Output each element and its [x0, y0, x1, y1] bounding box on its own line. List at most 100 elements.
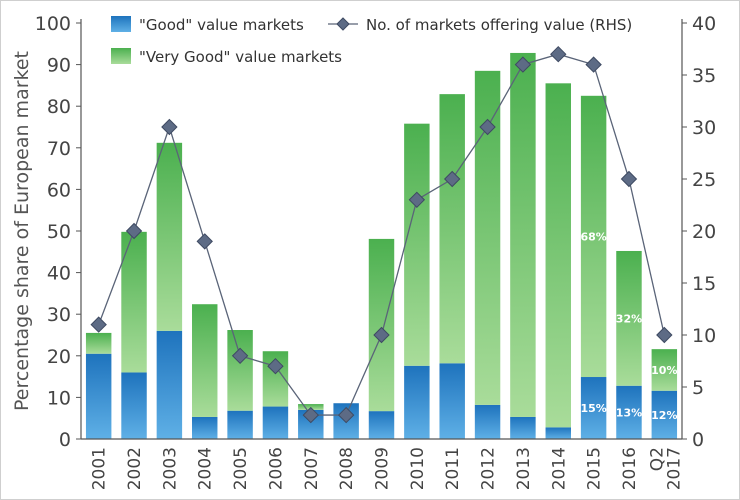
- bar-good-2006: [262, 406, 289, 439]
- bar-good-2016: [616, 385, 642, 439]
- x-tick-label: 2001: [90, 447, 110, 490]
- data-label: 32%: [616, 312, 642, 325]
- y-tick-label: 0: [59, 429, 71, 451]
- data-label: 68%: [580, 230, 606, 243]
- line-marker-2004: [196, 233, 213, 250]
- data-label: 15%: [580, 402, 606, 415]
- legend-label-good: "Good" value markets: [139, 16, 304, 34]
- line-marker-2012: [479, 118, 496, 136]
- legend-swatch-good: [111, 16, 131, 32]
- y-tick-label: 100: [35, 13, 71, 35]
- bar-very-good-2004: [192, 304, 218, 417]
- y-tick-label: 70: [47, 138, 71, 160]
- y2-tick-label: 10: [692, 325, 716, 347]
- x-tick-label: 2013: [514, 447, 534, 490]
- bar-very-good-2001: [85, 332, 112, 354]
- y2-tick-label: 15: [692, 273, 716, 295]
- x-tick-label: 2005: [231, 447, 251, 490]
- line-marker-2005: [231, 347, 249, 365]
- y2-tick-label: 0: [692, 429, 704, 451]
- line-marker-2010: [408, 191, 426, 209]
- bar-good-2001: [85, 353, 112, 439]
- bar-very-good-2009: [368, 238, 395, 412]
- x-tick-label: 2008: [337, 447, 357, 490]
- bar-very-good-2016: [616, 250, 642, 386]
- x-tick-label: 2002: [125, 447, 145, 490]
- x-tick-label: 2009: [373, 447, 393, 490]
- y-tick-label: 80: [47, 96, 71, 118]
- bar-good-2014: [545, 427, 571, 439]
- y2-tick-label: 20: [692, 221, 716, 243]
- y2-tick-label: 5: [692, 377, 704, 399]
- line-marker-2001: [90, 316, 107, 333]
- bar-good-2015: [580, 377, 607, 439]
- line-marker-2009: [373, 326, 390, 344]
- legend-line-marker: [336, 17, 350, 31]
- legend-label-markets: No. of markets offering value (RHS): [366, 16, 632, 34]
- line-marker-2006: [267, 357, 284, 375]
- line-marker-2003: [161, 118, 178, 136]
- y2-tick-label: 30: [692, 117, 716, 139]
- data-labels-layer: 15% 68% 13% 32% 12% 10%: [580, 230, 677, 421]
- legend-label-very-good: "Very Good" value markets: [139, 48, 342, 66]
- y-tick-label: 30: [47, 304, 71, 326]
- line-marker-2015: [585, 56, 602, 73]
- data-label: 10%: [651, 364, 677, 377]
- bar-very-good-Q2-2017: [651, 349, 678, 391]
- legend: "Good" value markets "Very Good" value ma…: [111, 16, 632, 66]
- bar-good-2010: [404, 365, 430, 439]
- bar-very-good-2011: [439, 94, 465, 364]
- x-tick-label: 2007: [302, 447, 322, 490]
- legend-swatch-very-good: [111, 48, 131, 64]
- bar-good-Q2-2017: [651, 390, 678, 439]
- bar-good-2013: [510, 416, 536, 439]
- line-marker-2007: [302, 406, 320, 424]
- y-tick-label: 60: [47, 179, 71, 201]
- y-tick-label: 50: [47, 221, 71, 243]
- y-tick-label: 90: [47, 55, 71, 77]
- y2-tick-label: 40: [692, 13, 716, 35]
- bar-good-2004: [192, 416, 218, 439]
- y-tick-label: 20: [47, 346, 71, 368]
- line-marker-2016: [620, 170, 638, 188]
- y2-tick-label: 35: [692, 65, 716, 87]
- bar-very-good-2005: [227, 330, 253, 411]
- x-tick-label: Q22017: [647, 447, 684, 490]
- data-label: 13%: [616, 406, 642, 419]
- line-marker-2011: [443, 170, 461, 188]
- axes-layer: 0 10 20 30 40 50 60 70 80 90 100 0 5 10 15 20 25 30 35 40 20…: [11, 13, 716, 490]
- x-tick-label: 2011: [443, 447, 463, 490]
- y-axis-title: Percentage share of European market: [11, 51, 33, 411]
- x-tick-label: 2004: [196, 447, 216, 490]
- x-tick-label: 2006: [266, 447, 286, 490]
- bar-good-2009: [368, 411, 395, 439]
- bar-good-2011: [439, 363, 465, 439]
- y-tick-label: 40: [47, 263, 71, 285]
- line-marker-Q2-2017: [656, 326, 673, 344]
- bar-very-good-2013: [510, 52, 536, 417]
- bar-good-2002: [121, 372, 147, 439]
- bar-good-2012: [474, 404, 501, 439]
- line-marker-2014: [550, 45, 567, 63]
- bar-good-2003: [156, 330, 183, 439]
- x-tick-label: 2016: [620, 447, 640, 490]
- bar-very-good-2015: [580, 95, 607, 378]
- bar-very-good-2014: [545, 83, 571, 428]
- x-tick-label: 2010: [408, 447, 428, 490]
- line-marker-2013: [514, 56, 532, 73]
- x-tick-label: 2003: [160, 447, 180, 490]
- x-tick-label: 2014: [549, 447, 569, 490]
- y-tick-label: 10: [47, 387, 71, 409]
- y2-tick-label: 25: [692, 169, 716, 191]
- x-tick-label: 2012: [479, 447, 499, 490]
- data-label: 12%: [651, 409, 677, 422]
- bar-good-2005: [227, 410, 253, 439]
- bars-layer: [85, 52, 678, 439]
- line-marker-2002: [125, 222, 143, 240]
- x-tick-label: 2015: [585, 447, 605, 490]
- bar-very-good-2010: [404, 123, 430, 366]
- bar-very-good-2003: [156, 142, 183, 331]
- line-series-layer: [90, 45, 673, 424]
